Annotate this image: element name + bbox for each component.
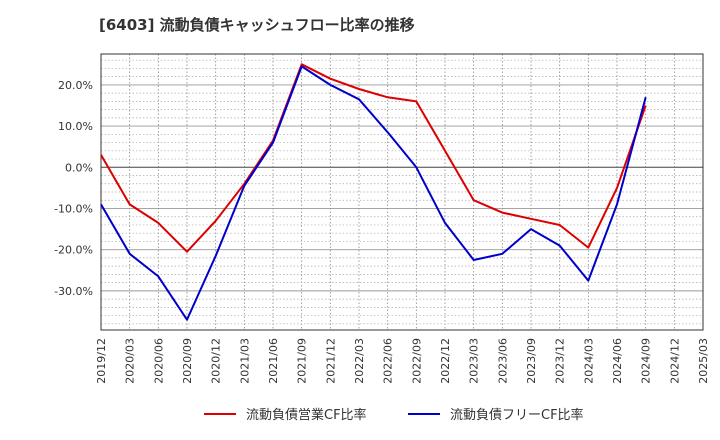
x-tick-label: 2023/09 xyxy=(525,338,538,384)
x-tick-label: 2023/12 xyxy=(554,338,567,384)
legend-item-1: 流動負債営業CF比率 xyxy=(204,404,367,423)
y-tick-label: 0.0% xyxy=(65,161,93,174)
x-tick-label: 2022/03 xyxy=(353,338,366,384)
x-tick-label: 2020/12 xyxy=(210,338,223,384)
y-tick-label: 10.0% xyxy=(58,120,93,133)
x-tick-label: 2021/06 xyxy=(267,338,280,384)
x-tick-label: 2020/09 xyxy=(181,338,194,384)
x-tick-label: 2022/06 xyxy=(382,338,395,384)
x-tick-label: 2021/03 xyxy=(238,338,251,384)
x-tick-label: 2021/12 xyxy=(324,338,337,384)
y-tick-label: -10.0% xyxy=(54,202,93,215)
legend-item-2: 流動負債フリーCF比率 xyxy=(408,404,584,423)
y-tick-label: 20.0% xyxy=(58,79,93,92)
plot-frame xyxy=(100,53,704,331)
x-tick-label: 2022/12 xyxy=(439,338,452,384)
series-line-2 xyxy=(100,65,647,321)
y-tick-label: -20.0% xyxy=(54,244,93,257)
legend-swatch xyxy=(408,412,440,415)
x-tick-label: 2019/12 xyxy=(95,338,108,384)
x-tick-label: 2023/03 xyxy=(468,338,481,384)
x-tick-label: 2020/06 xyxy=(152,338,165,384)
x-tick-label: 2023/06 xyxy=(496,338,509,384)
legend-label: 流動負債営業CF比率 xyxy=(246,408,367,423)
x-tick-label: 2025/03 xyxy=(697,338,710,384)
x-tick-label: 2021/09 xyxy=(296,338,309,384)
x-tick-label: 2022/09 xyxy=(410,338,423,384)
x-tick-label: 2024/03 xyxy=(582,338,595,384)
series-line-1 xyxy=(100,63,647,253)
legend-swatch xyxy=(204,412,236,415)
x-tick-label: 2024/06 xyxy=(611,338,624,384)
chart-title: [6403] 流動負債キャッシュフロー比率の推移 xyxy=(99,16,415,34)
legend-label: 流動負債フリーCF比率 xyxy=(450,408,584,423)
x-tick-label: 2024/09 xyxy=(640,338,653,384)
x-tick-label: 2020/03 xyxy=(124,338,137,384)
y-tick-label: -30.0% xyxy=(54,285,93,298)
legend: 流動負債営業CF比率 流動負債フリーCF比率 xyxy=(0,404,720,428)
x-tick-label: 2024/12 xyxy=(668,338,681,384)
